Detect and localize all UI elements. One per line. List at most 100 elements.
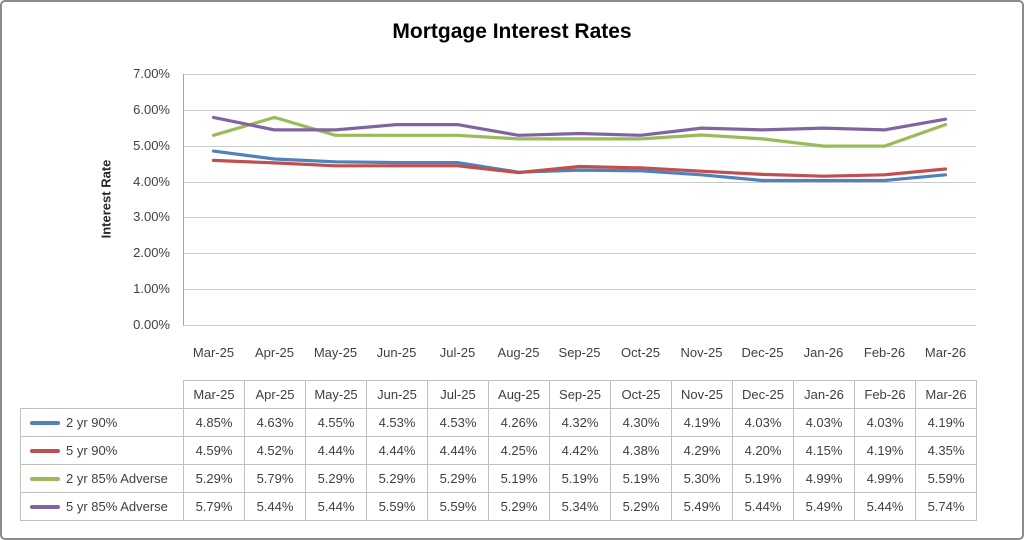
chart-title: Mortgage Interest Rates: [392, 20, 632, 43]
table-cell: 5.79%: [183, 492, 245, 521]
table-cell: 4.03%: [732, 408, 794, 437]
table-cell: 5.19%: [549, 464, 611, 493]
series-line-3: [211, 115, 948, 137]
legend-cell-1: 5 yr 90%: [20, 436, 184, 465]
table-cell: 5.29%: [610, 492, 672, 521]
table-row: 5 yr 85% Adverse 5.79% 5.44% 5.44% 5.59% 5.59…: [20, 492, 977, 521]
table-header-cell: Jan-26: [793, 380, 855, 409]
x-tick-label: Apr-25: [254, 345, 295, 360]
table-cell: 5.44%: [305, 492, 367, 521]
table-cell: 4.99%: [854, 464, 916, 493]
table-corner-cell: [21, 381, 184, 409]
table-cell: 4.03%: [793, 408, 855, 437]
table-cell: 4.32%: [549, 408, 611, 437]
table-cell: 5.29%: [427, 464, 489, 493]
series-line-1: [211, 158, 948, 178]
table-header-cell: Dec-25: [732, 380, 794, 409]
table-header-cell: May-25: [305, 380, 367, 409]
table-cell: 4.38%: [610, 436, 672, 465]
table-cell: 4.44%: [427, 436, 489, 465]
x-tick-label: Oct-25: [620, 345, 660, 360]
table-cell: 4.99%: [793, 464, 855, 493]
plot-area: [183, 74, 976, 326]
series-name: 5 yr 85% Adverse: [66, 499, 168, 514]
x-tick-label: May-25: [313, 345, 358, 360]
series-name: 2 yr 90%: [66, 415, 118, 430]
x-tick-label: Jul-25: [439, 345, 476, 360]
table-cell: 4.85%: [183, 408, 245, 437]
table-cell: 4.44%: [366, 436, 428, 465]
table-cell: 5.29%: [488, 492, 550, 521]
table-cell: 4.53%: [427, 408, 489, 437]
table-header-cell: Nov-25: [671, 380, 733, 409]
y-tick-label: 1.00%: [133, 281, 170, 297]
table-cell: 5.44%: [854, 492, 916, 521]
table-header-cell: Oct-25: [610, 380, 672, 409]
table-cell: 5.29%: [366, 464, 428, 493]
table-cell: 4.53%: [366, 408, 428, 437]
y-tick-label: 3.00%: [133, 209, 170, 225]
table-cell: 4.03%: [854, 408, 916, 437]
table-cell: 4.44%: [305, 436, 367, 465]
table-cell: 4.52%: [244, 436, 306, 465]
table-cell: 5.74%: [915, 492, 977, 521]
table-cell: 4.55%: [305, 408, 367, 437]
table-cell: 5.49%: [793, 492, 855, 521]
legend-line-marker: [30, 420, 60, 425]
table-cell: 5.30%: [671, 464, 733, 493]
y-axis-title: Interest Rate: [98, 159, 114, 239]
legend-line-marker: [30, 476, 60, 481]
y-tick-label: 5.00%: [133, 137, 170, 153]
series-name: 5 yr 90%: [66, 443, 118, 458]
table-header-row: Mar-25 Apr-25 May-25 Jun-25 Jul-25 Aug-25 Sep-…: [21, 380, 977, 409]
y-tick-label: 7.00%: [133, 66, 170, 81]
table-cell: 5.44%: [732, 492, 794, 521]
table-header-cell: Mar-26: [915, 380, 977, 409]
table-cell: 4.19%: [671, 408, 733, 437]
table-cell: 4.25%: [488, 436, 550, 465]
table-cell: 4.29%: [671, 436, 733, 465]
table-cell: 5.19%: [488, 464, 550, 493]
table-cell: 5.49%: [671, 492, 733, 521]
table-cell: 5.59%: [366, 492, 428, 521]
table-cell: 5.29%: [183, 464, 245, 493]
series-line-0: [211, 149, 948, 183]
y-tick-label: 2.00%: [133, 245, 170, 261]
x-tick-label: Dec-25: [741, 345, 784, 360]
x-tick-label: Nov-25: [680, 345, 723, 360]
table-cell: 4.19%: [915, 408, 977, 437]
legend-cell-2: 2 yr 85% Adverse: [20, 464, 184, 493]
table-cell: 4.26%: [488, 408, 550, 437]
y-tick-label: 4.00%: [133, 173, 170, 189]
x-tick-label: Mar-25: [192, 345, 235, 360]
table-header-cell: Jul-25: [427, 380, 489, 409]
table-header-cell: Mar-25: [183, 380, 245, 409]
table-row: 5 yr 90% 4.59% 4.52% 4.44% 4.44% 4.44% 4.25% 4.…: [20, 436, 977, 465]
y-tick-label: 6.00%: [133, 101, 170, 117]
table-cell: 4.63%: [244, 408, 306, 437]
x-tick-label: Jun-25: [376, 345, 417, 360]
table-cell: 4.15%: [793, 436, 855, 465]
table-row: 2 yr 85% Adverse 5.29% 5.79% 5.29% 5.29% 5.29…: [20, 464, 977, 493]
series-line-2: [211, 115, 948, 148]
table-cell: 5.34%: [549, 492, 611, 521]
table-row: 2 yr 90% 4.85% 4.63% 4.55% 4.53% 4.53% 4.26% 4.…: [20, 408, 977, 437]
y-tick-label: 0.00%: [133, 317, 170, 332]
table-cell: 5.79%: [244, 464, 306, 493]
x-tick-label: Feb-26: [863, 345, 906, 360]
x-tick-label: Sep-25: [558, 345, 601, 360]
legend-line-marker: [30, 504, 60, 509]
table-cell: 4.42%: [549, 436, 611, 465]
table-cell: 5.19%: [732, 464, 794, 493]
table-cell: 4.59%: [183, 436, 245, 465]
table-header-cell: Sep-25: [549, 380, 611, 409]
table-cell: 5.19%: [610, 464, 672, 493]
table-cell: 4.35%: [915, 436, 977, 465]
chart-data-table: Mar-25 Apr-25 May-25 Jun-25 Jul-25 Aug-25 Sep-…: [20, 380, 977, 521]
table-header-cell: Feb-26: [854, 380, 916, 409]
table-header-cell: Apr-25: [244, 380, 306, 409]
table-header-cell: Aug-25: [488, 380, 550, 409]
legend-cell-0: 2 yr 90%: [20, 408, 184, 437]
table-cell: 5.59%: [427, 492, 489, 521]
